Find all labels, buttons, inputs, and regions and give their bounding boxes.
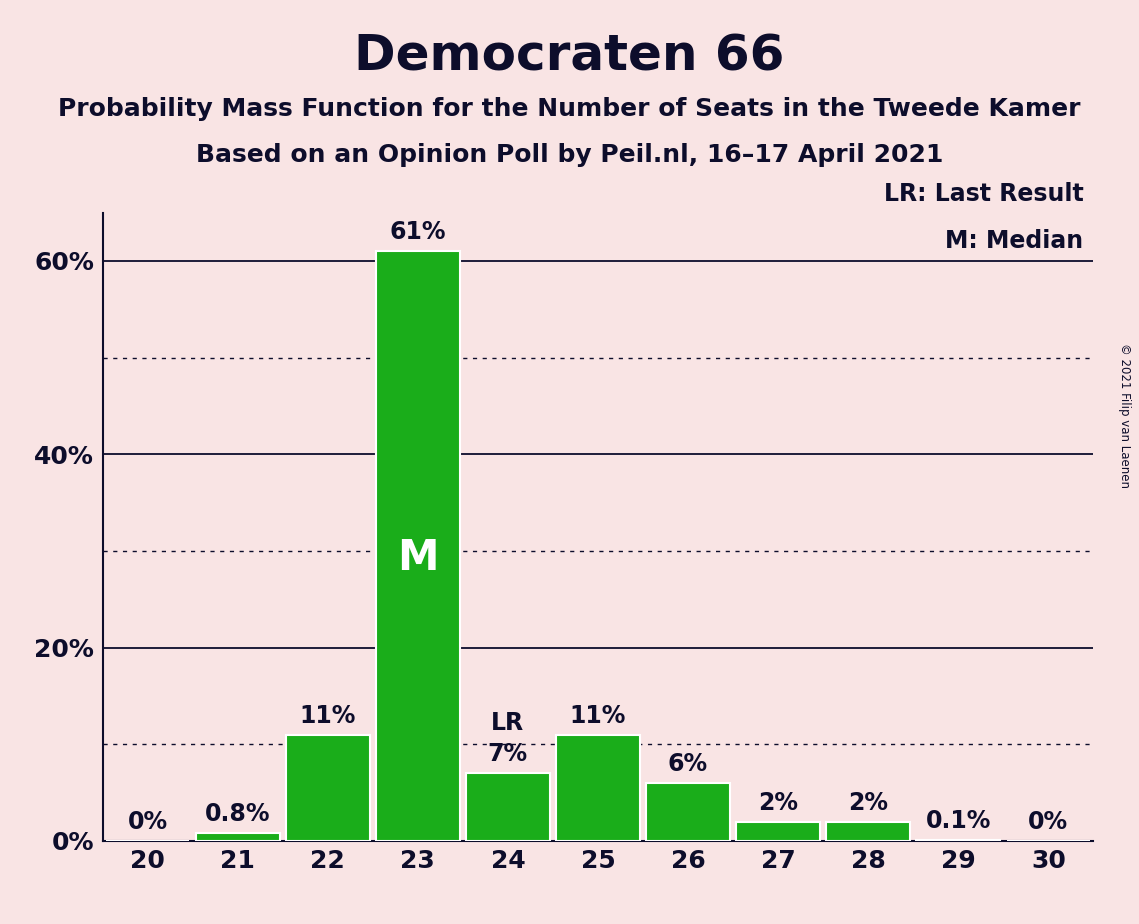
Text: 7%: 7% [487,742,528,766]
Text: 0%: 0% [128,810,167,834]
Text: 11%: 11% [570,704,626,728]
Text: LR: LR [491,711,524,736]
Bar [286,735,370,841]
Text: Probability Mass Function for the Number of Seats in the Tweede Kamer: Probability Mass Function for the Number… [58,97,1081,121]
Bar [556,735,640,841]
Text: M: Median: M: Median [945,229,1083,253]
Bar [196,833,279,841]
Text: 6%: 6% [667,752,708,776]
Text: LR: Last Result: LR: Last Result [884,182,1083,206]
Text: 0.1%: 0.1% [926,809,991,833]
Text: Based on an Opinion Poll by Peil.nl, 16–17 April 2021: Based on an Opinion Poll by Peil.nl, 16–… [196,143,943,167]
Bar [917,840,1000,841]
Text: 11%: 11% [300,704,355,728]
Text: 0.8%: 0.8% [205,802,270,826]
Bar [466,773,550,841]
Bar [736,821,820,841]
Bar [826,821,910,841]
Text: 2%: 2% [759,791,798,815]
Text: M: M [398,537,439,578]
Text: Democraten 66: Democraten 66 [354,32,785,80]
Text: 61%: 61% [390,221,446,245]
Text: 0%: 0% [1029,810,1068,834]
Text: © 2021 Filip van Laenen: © 2021 Filip van Laenen [1118,344,1131,488]
Bar [376,251,460,841]
Bar [646,783,730,841]
Text: 2%: 2% [849,791,888,815]
